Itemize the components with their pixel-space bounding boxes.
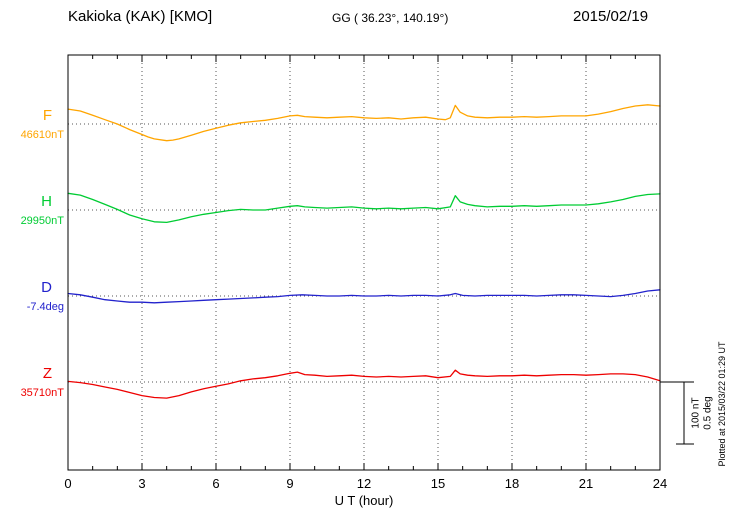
series-label-h: H: [41, 193, 52, 210]
series-baseline-d: -7.4deg: [26, 301, 64, 313]
series-label-d: D: [41, 279, 52, 296]
plot-frame: [67, 54, 661, 471]
scale-deg-label: 0.5 deg: [702, 396, 714, 430]
scale-bar: [660, 381, 694, 445]
plotted-at-note: Plotted at 2015/03/22 01:29 UT: [717, 341, 727, 467]
series-label-f: F: [42, 107, 52, 124]
svg-text:15: 15: [431, 476, 445, 491]
svg-text:12: 12: [357, 476, 371, 491]
series-baseline-h: 29950nT: [20, 215, 64, 227]
data-traces: [67, 104, 661, 399]
x-axis-label: U T (hour): [334, 493, 394, 508]
observation-date: 2015/02/19: [573, 8, 649, 25]
svg-text:21: 21: [579, 476, 593, 491]
scale-nt-label: 100 nT: [690, 397, 702, 429]
series-baseline-z: 35710nT: [20, 387, 64, 399]
svg-text:9: 9: [286, 476, 293, 491]
svg-text:6: 6: [212, 476, 219, 491]
x-tick-labels: 0 3 6 9 12 15 18 21 24: [64, 476, 667, 491]
svg-text:0: 0: [64, 476, 71, 491]
series-baseline-f: 46610nT: [20, 129, 64, 141]
svg-text:24: 24: [653, 476, 667, 491]
series-label-z: Z: [42, 365, 52, 382]
svg-text:3: 3: [138, 476, 145, 491]
geographic-coordinates: GG ( 36.23°, 140.19°): [332, 11, 449, 25]
station-title: Kakioka (KAK) [KMO]: [68, 8, 213, 25]
svg-text:18: 18: [505, 476, 519, 491]
